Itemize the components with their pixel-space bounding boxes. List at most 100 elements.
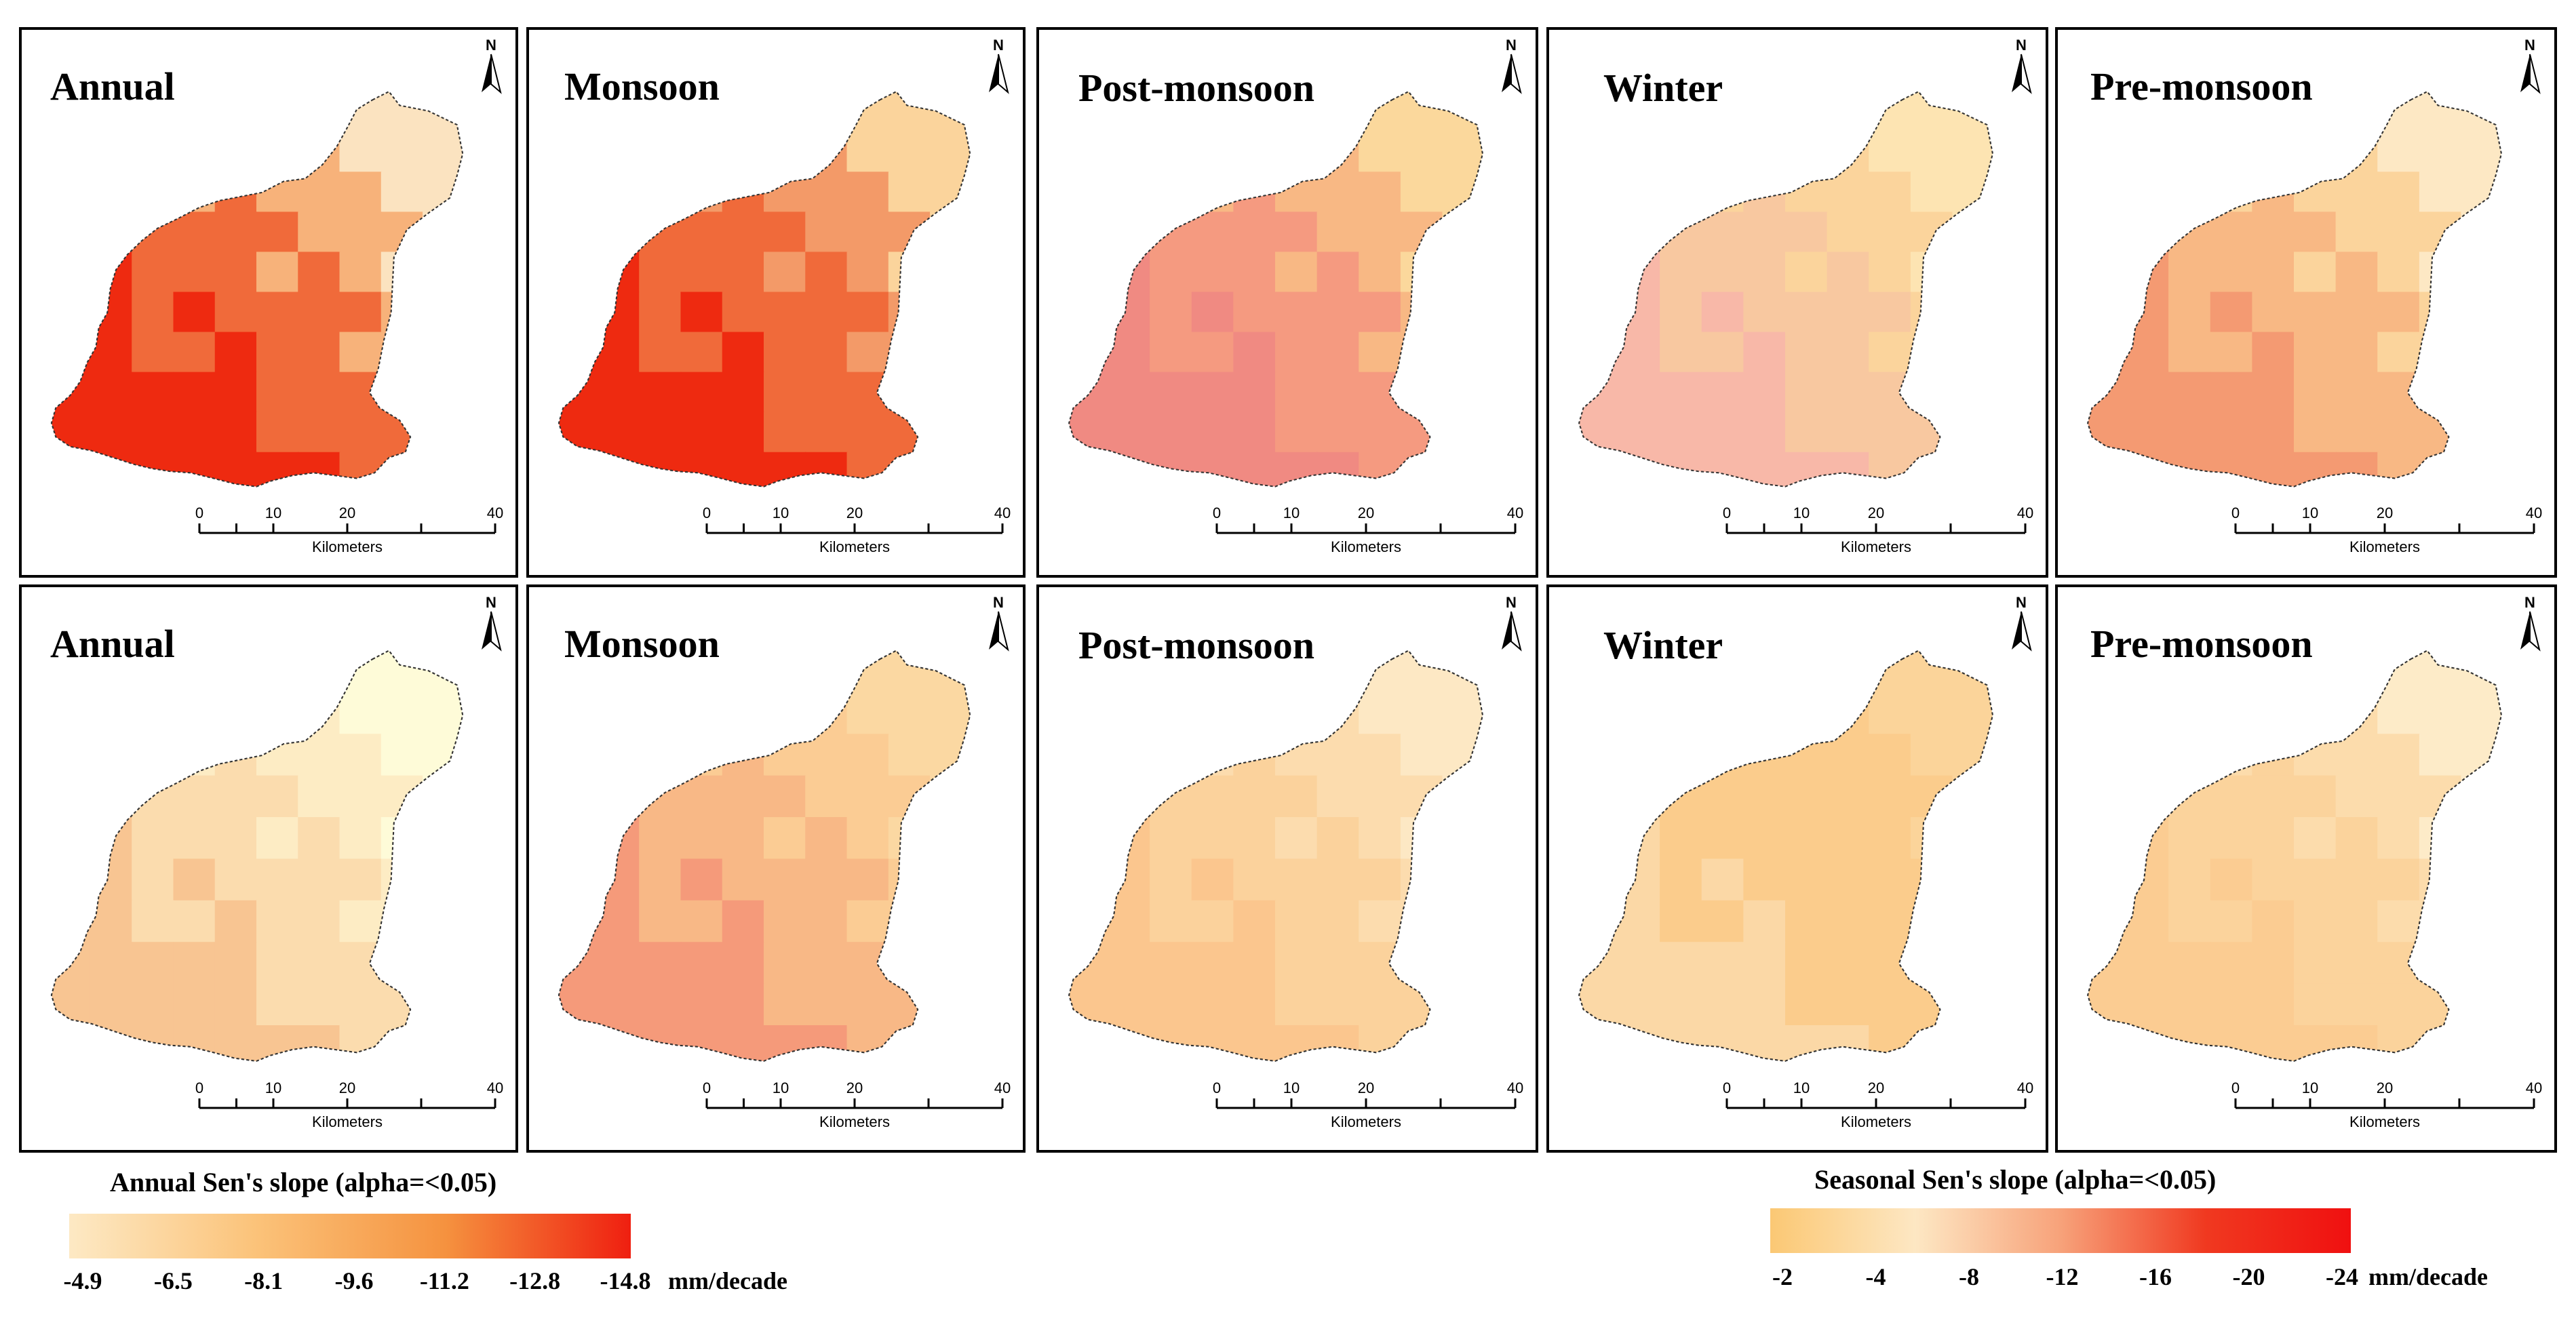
basin-map: N 0 10 20 40 Kilometers [50, 37, 503, 555]
grid-cell [722, 817, 765, 860]
grid-cell [1150, 132, 1192, 173]
grid-cell [256, 132, 299, 173]
scale-tick-label: 40 [1507, 1079, 1523, 1096]
grid-cell [1108, 292, 1151, 333]
grid-cell [298, 775, 340, 818]
grid-cell [132, 292, 174, 333]
grid-cell [1275, 983, 1318, 1027]
grid-cell [1316, 252, 1360, 293]
grid-cell [423, 775, 463, 818]
grid-cell [1660, 900, 1702, 943]
grid-cell [680, 412, 723, 453]
grid-cell [1952, 900, 1993, 943]
grid-cell [256, 734, 299, 776]
grid-cell [51, 1025, 92, 1061]
grid-cell [2168, 292, 2211, 333]
grid-cell [558, 734, 599, 776]
grid-cell [930, 692, 971, 735]
grid-cell [2252, 372, 2295, 413]
grid-cell [1275, 332, 1318, 373]
grid-cell [2461, 332, 2501, 373]
grid-cell [2168, 252, 2211, 293]
grid-cell [173, 900, 216, 943]
grid-cell [339, 132, 382, 173]
grid-cell [2335, 212, 2379, 253]
grid-cell [2294, 332, 2337, 373]
grid-cell [2377, 858, 2420, 901]
legend-seasonal-tick-label: -16 [2139, 1263, 2172, 1290]
grid-cell [2168, 734, 2211, 776]
grid-cell [558, 692, 599, 735]
grid-cell [2419, 734, 2462, 776]
grid-cell [1442, 292, 1483, 333]
grid-cell [1701, 734, 1744, 776]
grid-cell [1400, 412, 1443, 453]
grid-cell [805, 775, 848, 818]
grid-cell [1701, 292, 1744, 333]
grid-cell [339, 172, 382, 213]
grid-cell [1069, 858, 1109, 901]
grid-cell [173, 942, 216, 985]
grid-cell [2210, 412, 2253, 453]
grid-cell [380, 212, 424, 253]
grid-cell [1275, 252, 1318, 293]
grid-cell [558, 452, 599, 487]
scale-tick-label: 40 [1507, 504, 1523, 521]
grid-cell [2335, 983, 2379, 1027]
grid-cell [1660, 983, 1702, 1027]
grid-cell [805, 372, 848, 413]
grid-cell [2461, 817, 2501, 860]
grid-cell [1442, 775, 1483, 818]
grid-cell [764, 734, 806, 776]
scale-unit-label: Kilometers [1841, 538, 1911, 555]
grid-cell [1869, 734, 1911, 776]
grid-cell [90, 817, 133, 860]
grid-cell [1910, 775, 1953, 818]
grid-cell [214, 252, 258, 293]
grid-cell [1827, 252, 1870, 293]
grid-cell [2461, 292, 2501, 333]
grid-cell [1618, 775, 1661, 818]
grid-cell [930, 412, 971, 453]
grid-cell [2168, 452, 2211, 487]
grid-cell [1069, 212, 1109, 253]
grid-cell [1827, 817, 1870, 860]
grid-cell [639, 817, 682, 860]
grid-cell [298, 172, 340, 213]
grid-cell [1785, 1025, 1828, 1061]
grid-cell [1952, 942, 1993, 985]
grid-cell [1400, 1025, 1443, 1061]
grid-cell [1108, 132, 1151, 173]
grid-cell [90, 983, 133, 1027]
grid-cell [2377, 252, 2420, 293]
grid-cell [1579, 252, 1619, 293]
grid-cell [1869, 332, 1911, 373]
grid-cell [1660, 132, 1702, 173]
grid-cell [1275, 942, 1318, 985]
grid-cell [1069, 942, 1109, 985]
grid-cell [1275, 372, 1318, 413]
legend-seasonal-tick-label: -12 [2046, 1263, 2079, 1290]
grid-cell [339, 817, 382, 860]
grid-cell [2126, 132, 2170, 173]
grid-cell [173, 412, 216, 453]
grid-cell [1316, 292, 1360, 333]
basin-map: N 0 10 20 40 Kilometers [1068, 37, 1523, 555]
grid-cell [2126, 817, 2170, 860]
grid-cell [805, 817, 848, 860]
basin-outline [50, 650, 464, 1062]
grid-cell [1400, 452, 1443, 487]
grid-cell [132, 817, 174, 860]
grid-cell [339, 92, 382, 133]
scale-tick-label: 10 [1283, 1079, 1300, 1096]
grid-cell [1743, 1025, 1787, 1061]
grid-cell [805, 292, 848, 333]
grid-cell [2461, 692, 2501, 735]
grid-cell [1442, 942, 1483, 985]
grid-cell [339, 900, 382, 943]
grid-cell [597, 372, 640, 413]
grid-cell [1869, 252, 1911, 293]
grid-cell [1359, 650, 1401, 693]
grid-cell [722, 172, 765, 213]
grid-cell [173, 983, 216, 1027]
